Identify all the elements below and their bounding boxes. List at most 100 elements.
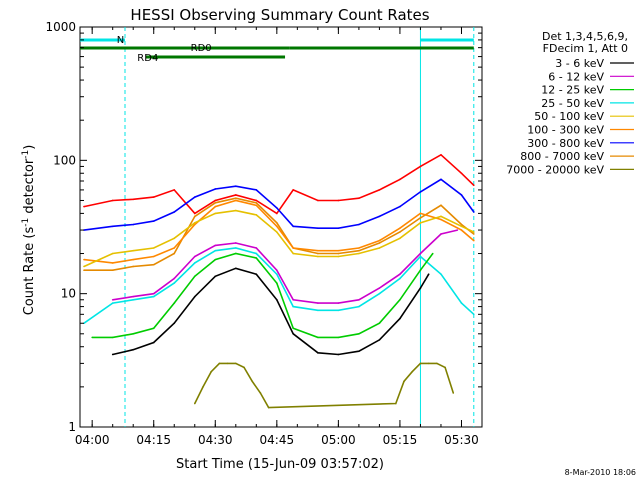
data-point-3-6-kev-11 <box>337 353 340 356</box>
legend-label-2: 12 - 25 keV <box>541 84 604 97</box>
data-point-red-6 <box>214 199 217 202</box>
data-point-300-800-kev-13 <box>358 223 360 226</box>
data-point-50-100-kev-2 <box>132 249 135 252</box>
data-point-50-100-kev-15 <box>399 237 401 240</box>
data-point-800-7000-kev-17 <box>440 204 442 207</box>
data-point-6-12-kev-4 <box>193 255 196 258</box>
data-point-red-4 <box>173 189 176 191</box>
data-point-6-12-kev-1 <box>132 295 135 298</box>
data-point-25-50-kev-8 <box>255 252 258 255</box>
data-point-3-6-kev-12 <box>358 350 360 353</box>
data-point-6-12-kev-6 <box>234 242 237 244</box>
data-point-red-13 <box>358 197 360 199</box>
data-point-12-25-kev-13 <box>358 333 360 335</box>
data-point-6-12-kev-15 <box>419 252 422 255</box>
x-tick-label-6: 05:30 <box>444 433 479 447</box>
data-point-800-7000-kev-4 <box>173 252 176 255</box>
data-point-50-100-kev-11 <box>317 255 319 258</box>
data-point-300-800-kev-19 <box>472 211 475 213</box>
data-point-800-7000-kev-11 <box>317 252 319 255</box>
data-point-12-25-kev-1 <box>111 336 114 339</box>
data-point-red-11 <box>317 199 319 202</box>
data-point-6-12-kev-3 <box>173 277 176 280</box>
data-point-100-300-kev-1 <box>111 262 114 264</box>
data-point-50-100-kev-6 <box>214 212 217 215</box>
data-point-25-50-kev-14 <box>378 292 381 295</box>
data-point-50-100-kev-9 <box>276 231 278 233</box>
x-tick-label-4: 05:00 <box>321 433 356 447</box>
data-point-100-300-kev-10 <box>292 247 295 249</box>
data-point-300-800-kev-8 <box>255 189 258 191</box>
data-point-12-25-kev-12 <box>337 336 340 339</box>
data-point-25-50-kev-19 <box>472 313 475 316</box>
data-point-3-6-kev-16 <box>427 273 430 275</box>
data-point-300-800-kev-2 <box>132 223 135 226</box>
data-point-800-7000-kev-9 <box>276 222 278 224</box>
data-point-800-7000-kev-16 <box>419 217 422 219</box>
data-point-25-50-kev-7 <box>234 247 237 249</box>
data-point-800-7000-kev-5 <box>193 215 196 218</box>
data-point-3-6-kev-1 <box>132 348 135 351</box>
data-point-300-800-kev-11 <box>317 227 319 229</box>
data-point-25-50-kev-6 <box>214 249 217 252</box>
data-point-100-300-kev-16 <box>419 212 422 215</box>
data-point-7000-20000-kev-6 <box>243 366 245 369</box>
data-point-7000-20000-kev-16 <box>444 366 446 369</box>
legend-label-3: 25 - 50 keV <box>541 97 604 110</box>
data-point-300-800-kev-14 <box>378 215 381 218</box>
y-axis-label: Count Rate (s-1 detector-1) <box>21 145 37 316</box>
legend-label-6: 300 - 800 keV <box>527 137 604 150</box>
series-line-7000-20000-kev <box>194 362 455 409</box>
data-point-50-100-kev-14 <box>378 247 381 249</box>
data-point-12-25-kev-8 <box>255 257 258 259</box>
data-point-300-800-kev-7 <box>234 185 237 187</box>
data-point-300-800-kev-12 <box>337 227 340 229</box>
data-point-7000-20000-kev-9 <box>267 406 270 409</box>
data-point-3-6-kev-0 <box>111 353 114 356</box>
data-point-300-800-kev-5 <box>193 196 196 198</box>
x-tick-label-0: 04:00 <box>75 433 110 447</box>
x-axis-label: Start Time (15-Jun-09 03:57:02) <box>176 457 384 472</box>
data-point-7000-20000-kev-14 <box>427 362 430 365</box>
data-point-12-25-kev-7 <box>234 252 237 255</box>
data-point-red-10 <box>292 189 295 191</box>
data-point-red-17 <box>440 154 442 156</box>
data-point-red-1 <box>111 199 114 202</box>
data-point-50-100-kev-16 <box>419 222 422 224</box>
data-point-6-12-kev-2 <box>152 292 155 295</box>
x-tick-label-3: 04:45 <box>260 433 295 447</box>
data-point-100-300-kev-7 <box>234 199 237 202</box>
data-point-12-25-kev-4 <box>173 302 176 304</box>
status-bar-label-n: N <box>117 35 124 46</box>
data-point-800-7000-kev-19 <box>472 233 475 235</box>
data-point-red-12 <box>337 199 340 202</box>
data-point-25-50-kev-15 <box>399 277 401 280</box>
data-point-800-7000-kev-15 <box>399 231 401 233</box>
data-point-100-300-kev-3 <box>152 255 155 258</box>
data-point-12-25-kev-10 <box>292 327 295 330</box>
data-point-800-7000-kev-1 <box>111 269 114 271</box>
data-point-red-9 <box>276 212 278 215</box>
date-stamp: 8-Mar-2010 18:06 <box>565 468 636 477</box>
series-line-300-800-kev <box>83 178 475 231</box>
data-point-12-25-kev-6 <box>214 258 217 261</box>
data-point-red-2 <box>132 198 135 201</box>
data-point-800-7000-kev-14 <box>378 242 381 244</box>
data-point-red-3 <box>152 196 155 198</box>
data-point-50-100-kev-8 <box>255 214 258 216</box>
data-point-6-12-kev-8 <box>276 269 278 271</box>
data-point-12-25-kev-5 <box>193 275 196 278</box>
data-point-25-50-kev-16 <box>419 255 422 258</box>
legend-label-1: 6 - 12 keV <box>548 70 604 83</box>
data-point-25-50-kev-1 <box>111 302 114 304</box>
data-point-100-300-kev-6 <box>214 205 217 208</box>
data-point-25-50-kev-4 <box>173 282 176 284</box>
data-point-3-6-kev-4 <box>193 295 196 298</box>
series-line-100-300-kev <box>83 199 475 264</box>
data-point-7000-20000-kev-11 <box>403 380 405 383</box>
data-point-7000-20000-kev-8 <box>259 392 262 394</box>
data-point-7000-20000-kev-12 <box>411 370 414 373</box>
data-point-6-12-kev-13 <box>378 287 381 289</box>
data-point-300-800-kev-18 <box>460 194 463 196</box>
data-point-100-300-kev-11 <box>317 249 319 252</box>
